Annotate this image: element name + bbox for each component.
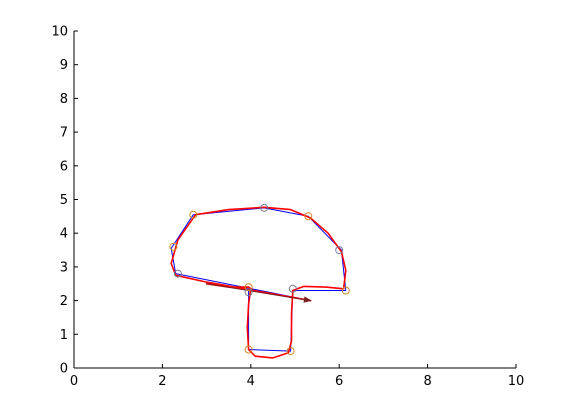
y-tick-label: 3 (60, 260, 68, 275)
series-line-1 (170, 206, 347, 359)
y-tick-label: 10 (51, 25, 68, 40)
data-point-marker (286, 347, 295, 356)
arrowhead-marker (303, 296, 312, 303)
data-point-marker (244, 288, 253, 297)
data-point-marker (169, 242, 178, 251)
y-tick-label: 1 (60, 328, 68, 343)
axes (73, 30, 517, 369)
data-point-marker (173, 269, 182, 278)
series-line-0 (170, 207, 347, 352)
y-tick-label: 0 (60, 362, 68, 377)
y-tick-label: 2 (60, 294, 68, 309)
x-tick-label: 8 (423, 374, 431, 389)
y-tick-label: 5 (60, 193, 68, 208)
y-tick-labels: 0 1 2 3 4 5 6 7 8 9 10 (51, 25, 68, 377)
y-tick-label: 8 (60, 92, 68, 107)
series-line-2 (206, 283, 311, 302)
series-layer (169, 203, 350, 359)
x-tick-label: 4 (247, 374, 255, 389)
x-tick-label: 10 (508, 374, 525, 389)
data-point-marker (341, 286, 350, 295)
x-tick-labels: 0 2 4 6 8 10 (70, 374, 524, 389)
data-point-marker (288, 284, 297, 293)
y-tick-label: 9 (60, 58, 68, 73)
data-point-marker (304, 212, 313, 221)
data-point-marker (335, 246, 344, 255)
x-tick-label: 0 (70, 374, 78, 389)
y-tick-label: 4 (60, 227, 68, 242)
x-tick-label: 6 (335, 374, 343, 389)
data-point-marker (244, 283, 253, 292)
y-tick-label: 7 (60, 126, 68, 141)
data-point-marker (244, 345, 253, 354)
data-point-marker (260, 203, 269, 212)
data-point-marker (189, 210, 198, 219)
y-tick-label: 6 (60, 159, 68, 174)
x-tick-label: 2 (158, 374, 166, 389)
